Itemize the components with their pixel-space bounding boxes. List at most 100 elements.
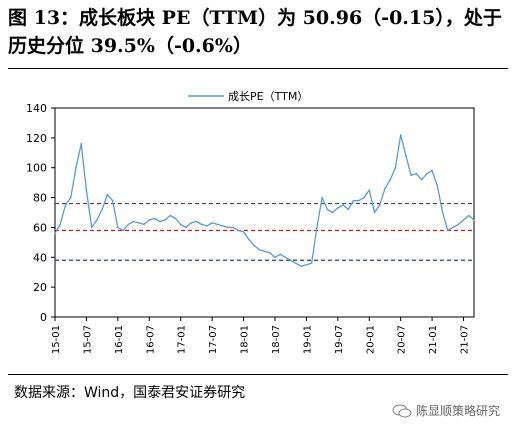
data-point <box>462 219 465 221</box>
data-point <box>415 172 418 175</box>
y-tick-label: 140 <box>26 102 47 115</box>
data-point <box>405 155 407 157</box>
x-tick-label: 16-01 <box>114 325 125 354</box>
data-point <box>195 220 198 223</box>
line-chart: 0 20 40 60 80 100 120 140 15-01 15-07 16-01 16-07 17… <box>26 90 475 354</box>
data-point <box>263 250 266 253</box>
data-point <box>389 178 392 181</box>
data-point <box>399 134 402 136</box>
data-point <box>426 172 428 175</box>
data-point <box>279 253 282 256</box>
data-point <box>106 193 109 196</box>
x-tick-label: 20-01 <box>365 325 376 354</box>
data-point <box>242 231 245 233</box>
data-point <box>331 211 334 214</box>
watermark-label: 陈显顺策略研究 <box>416 404 501 418</box>
data-point <box>138 222 140 224</box>
chart-legend: 成长PE（TTM） <box>188 90 308 103</box>
data-point <box>185 226 187 229</box>
data-point <box>59 223 61 226</box>
data-point <box>206 225 208 227</box>
data-point <box>122 229 124 232</box>
data-point <box>232 226 234 229</box>
x-tick-label: 15-01 <box>51 325 62 354</box>
y-tick-label: 100 <box>26 162 47 175</box>
data-point <box>111 199 114 202</box>
data-point <box>159 220 161 223</box>
x-tick-label: 17-07 <box>208 325 219 354</box>
data-point <box>64 204 67 206</box>
y-tick-label: 20 <box>33 281 47 294</box>
data-point <box>248 238 250 241</box>
data-point <box>75 166 77 169</box>
data-point <box>347 208 350 211</box>
wechat-icon <box>392 404 412 417</box>
data-point <box>363 196 365 199</box>
data-point <box>436 184 439 187</box>
data-point <box>148 219 151 221</box>
x-tick-label: 17-01 <box>177 325 188 354</box>
data-point <box>457 223 460 226</box>
data-point <box>321 196 323 199</box>
source-rule <box>8 374 508 375</box>
plot-frame <box>54 107 475 318</box>
data-point <box>80 143 82 145</box>
data-point <box>378 204 381 206</box>
x-tick-label: 18-01 <box>240 325 251 354</box>
data-point <box>373 211 376 214</box>
data-point <box>289 259 292 262</box>
data-point <box>310 262 313 265</box>
data-point <box>452 226 454 229</box>
data-point <box>300 265 303 267</box>
x-tick-label: 21-01 <box>428 325 439 354</box>
source-note: 数据来源：Wind，国泰君安证券研究 <box>14 385 246 401</box>
chart-axes: 0 20 40 60 80 100 120 140 15-01 15-07 16-01 16-07 17… <box>26 102 475 354</box>
data-point <box>216 223 219 226</box>
data-point <box>69 196 72 199</box>
data-point <box>352 199 355 202</box>
y-tick-label: 0 <box>40 311 47 324</box>
data-point <box>305 264 308 266</box>
data-point <box>96 219 98 221</box>
y-tick-label: 40 <box>33 251 47 264</box>
data-point <box>358 199 360 202</box>
data-point <box>101 208 103 211</box>
y-tick-label: 80 <box>33 192 47 205</box>
data-point <box>127 223 130 226</box>
data-point <box>274 256 276 259</box>
data-point <box>410 174 412 176</box>
y-tick-label: 120 <box>26 132 47 145</box>
data-point <box>258 249 261 251</box>
data-point <box>431 169 433 172</box>
data-point <box>441 211 444 214</box>
data-point <box>153 217 156 220</box>
series-line <box>54 134 475 267</box>
data-point <box>200 223 203 226</box>
data-point <box>179 223 182 226</box>
x-tick-label: 16-07 <box>145 325 156 354</box>
data-point <box>90 226 93 229</box>
x-tick-label: 15-07 <box>82 325 93 354</box>
data-point <box>368 189 371 191</box>
figure-title: 图 13：成长板块 PE（TTM）为 50.96（-0.15），处于历史分位 3… <box>8 7 502 57</box>
data-point <box>468 214 470 217</box>
x-tick-label: 20-07 <box>397 325 408 354</box>
data-point <box>117 226 119 229</box>
data-point <box>420 178 423 181</box>
data-point <box>54 232 56 235</box>
data-point <box>316 226 318 229</box>
x-tick-label: 19-01 <box>302 325 313 354</box>
data-point <box>132 220 135 223</box>
x-tick-label: 18-07 <box>271 325 282 354</box>
data-point <box>190 222 192 224</box>
data-point <box>394 166 397 169</box>
legend-label: 成长PE（TTM） <box>228 90 308 103</box>
data-point <box>295 262 297 265</box>
data-point <box>221 225 224 227</box>
y-tick-label: 60 <box>33 221 47 234</box>
data-point <box>447 229 449 232</box>
data-point <box>384 187 386 190</box>
data-point <box>326 208 329 211</box>
data-point <box>174 217 177 220</box>
data-point <box>284 256 287 259</box>
